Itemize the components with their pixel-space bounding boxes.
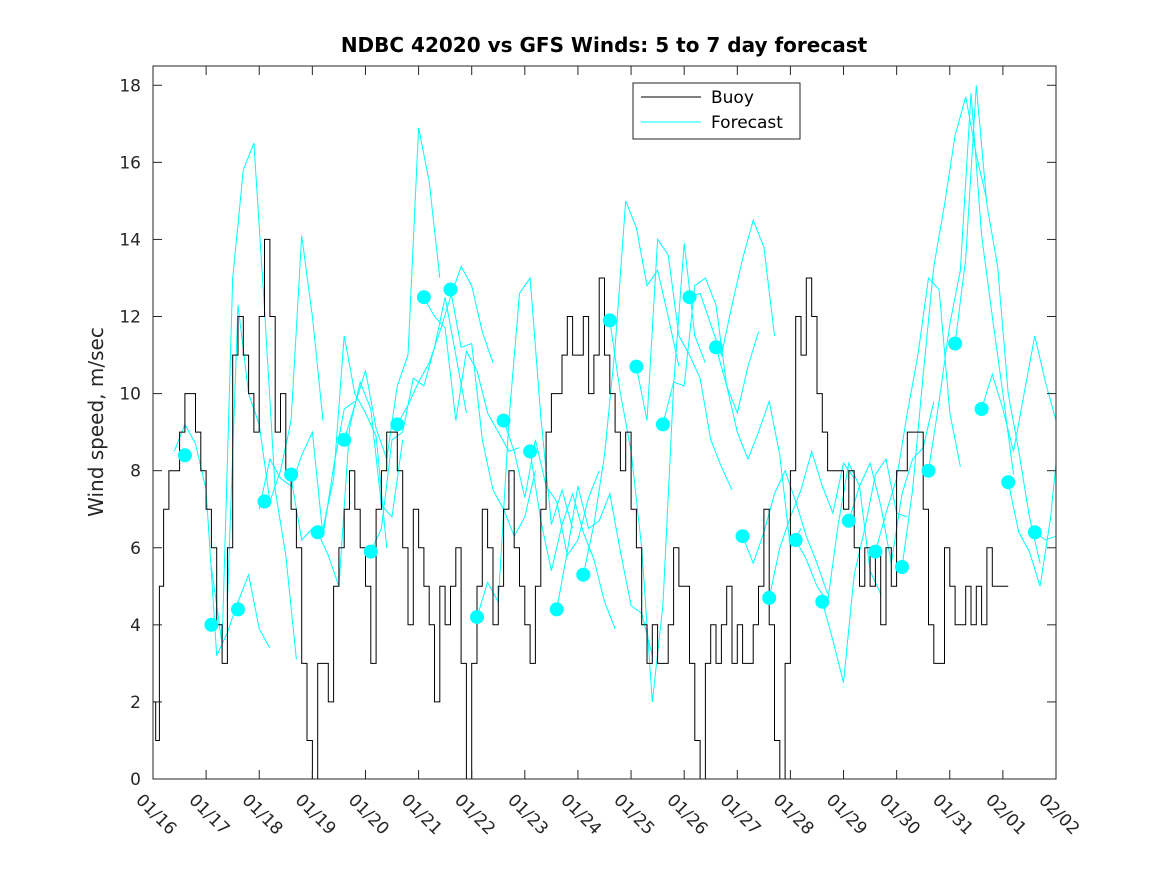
forecast-marker [1001,475,1016,490]
forecast-marker [204,617,219,632]
forecast-line-21 [742,469,829,595]
forecast-line-23 [795,461,882,604]
forecast-marker [337,432,352,447]
y-tick-label: 16 [119,153,141,173]
forecast-marker [390,417,405,432]
forecast-marker [523,444,538,459]
y-tick-label: 6 [130,539,141,559]
y-tick-labels: 0 2 4 6 8 10 12 14 16 18 [119,76,141,790]
forecast-line-26 [874,276,961,552]
y-tick-label: 0 [130,770,141,790]
forecast-marker [284,467,299,482]
forecast-marker [895,560,909,574]
plot-frame [152,65,1057,780]
y-tick-label: 18 [119,76,141,96]
forecast-line-4 [290,335,388,548]
forecast-line-29 [954,85,1041,564]
axis-ticks [152,66,1057,780]
forecast-marker [443,282,458,297]
forecast-line-28 [928,92,1014,475]
forecast-line-31 [1007,462,1057,587]
forecast-marker [231,602,245,617]
forecast-line-1 [210,142,297,660]
forecast-marker [762,590,777,605]
forecast-marker [921,463,936,478]
y-tick-label: 14 [119,230,141,250]
forecast-line-14 [556,485,653,656]
forecast-line-15 [582,200,680,575]
y-tick-label: 12 [119,308,141,328]
forecast-marker [682,290,697,305]
forecast-marker [310,525,325,540]
forecast-marker [549,602,564,617]
forecast-marker [709,340,723,355]
forecast-line-20 [715,347,802,550]
forecast-marker [602,313,617,328]
forecast-marker [363,544,378,559]
forecast-marker [1027,525,1042,540]
forecast-marker [655,417,670,432]
forecast-line-12 [503,420,600,557]
forecast-line-8 [396,265,494,425]
y-tick-label: 10 [119,385,141,405]
legend: Buoy Forecast [632,82,801,140]
forecast-line-22 [768,449,855,599]
y-axis-label: Wind speed, m/sec [84,327,108,517]
forecast-marker [868,544,883,559]
forecast-line-18 [662,277,759,425]
forecast-marker [788,533,803,547]
forecast-marker [496,413,511,428]
forecast-marker [815,594,830,609]
y-tick-label: 8 [130,462,141,482]
forecast-line-9 [423,296,520,453]
legend-buoy-label: Buoy [711,88,754,108]
plot-area [153,66,1056,779]
forecast-marker [974,402,989,416]
forecast-marker [576,567,591,582]
forecast-marker [257,494,272,509]
forecast-line-10 [450,289,536,538]
chart-title: NDBC 42020 vs GFS Winds: 5 to 7 day fore… [341,33,868,57]
legend-forecast-label: Forecast [711,113,783,133]
forecast-marker [416,290,431,305]
marker-layer [177,282,1042,632]
forecast-marker [841,513,856,528]
y-tick-label: 4 [130,616,141,636]
forecast-marker [735,529,750,544]
forecast-line-5 [317,380,404,587]
forecast-line-13 [529,451,616,629]
forecast-line-17 [635,237,733,491]
forecast-line-30 [981,335,1057,452]
forecast-marker [629,359,644,374]
forecast-marker [470,610,484,625]
series-layer [153,85,1057,780]
forecast-marker [177,448,192,463]
legend-box [632,82,801,140]
forecast-marker [948,336,963,351]
forecast-line-19 [689,218,775,357]
y-tick-label: 2 [130,693,141,713]
forecast-line-24 [821,457,908,683]
